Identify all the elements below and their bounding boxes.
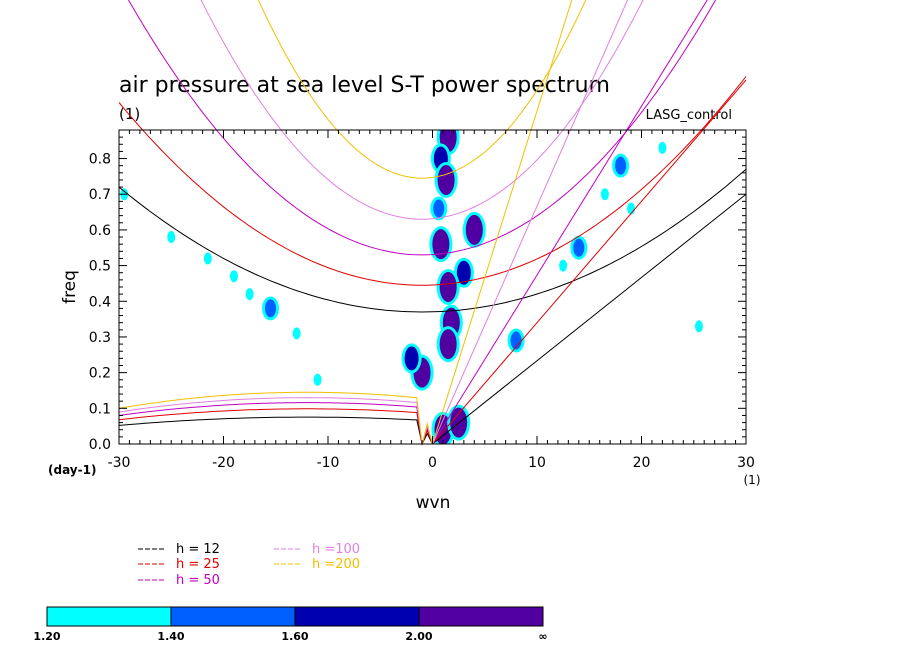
colorbar-label: 1.20 (33, 630, 60, 643)
colorbar-swatch (418, 606, 544, 627)
gravity-curve-h25 (118, 76, 747, 286)
colorbar-swatch (46, 606, 172, 627)
spectral-blob (600, 188, 609, 201)
colorbar-label: ∞ (538, 630, 547, 643)
spectral-blob (627, 202, 636, 215)
y-axis-title: freq (60, 270, 80, 304)
spectral-blob (694, 320, 703, 333)
kelvin-curve-h100 (432, 0, 629, 445)
chart-title: air pressure at sea level S-T power spec… (119, 73, 610, 98)
kelvin-curve-h25 (432, 79, 747, 445)
dispersion-curves (118, 0, 747, 446)
kelvin-curve-h50 (432, 0, 708, 445)
spectral-blob (573, 238, 585, 257)
gravity-curve-h100 (200, 0, 644, 220)
spectral-blob (245, 288, 254, 301)
x-axis-title: wvn (416, 493, 451, 513)
spectral-contours (120, 130, 703, 444)
spectral-blob (510, 331, 522, 350)
x-tick-label: -10 (317, 455, 340, 471)
y-unit-label: (day-1) (48, 463, 96, 477)
spectral-blob (313, 373, 322, 386)
legend-label: h =200 (312, 557, 360, 572)
spectral-blob (292, 327, 301, 340)
x-tick-label: 30 (737, 455, 755, 471)
spectral-blob (439, 272, 457, 302)
spectral-blob (229, 270, 238, 283)
y-tick-label: 0.5 (89, 259, 111, 275)
dispersion-curve-group (118, 0, 747, 446)
y-tick-label: 0.1 (89, 401, 111, 417)
spectral-blob (433, 199, 445, 218)
chart-subtitle: (1) (119, 105, 140, 123)
spectral-blob (615, 156, 627, 175)
spectral-blob (404, 346, 419, 371)
colorbar: 1.20 1.40 1.60 2.00 ∞ (33, 606, 548, 643)
y-tick-label: 0.6 (89, 223, 111, 239)
y-tick-label: 0.7 (89, 187, 111, 203)
y-tick-label: 0.3 (89, 330, 111, 346)
colorbar-swatch (170, 606, 296, 627)
rossby-curve-h25 (118, 408, 433, 446)
y-tick-label: 0.2 (89, 366, 111, 382)
colorbar-label: 2.00 (405, 630, 432, 643)
gravity-curve-h12 (118, 168, 747, 313)
y-tick-label: 0.4 (89, 294, 111, 310)
x-tick-label: 10 (528, 455, 546, 471)
y-axis-ticks: 0.0 0.1 0.2 0.3 0.4 0.5 0.6 0.7 0.8 (89, 136, 746, 453)
spectral-blob (559, 259, 568, 272)
gravity-curve-h200 (257, 0, 587, 179)
kelvin-curve-h12 (432, 193, 747, 445)
spectral-blob (203, 252, 212, 265)
spectral-blob (432, 229, 450, 260)
spectral-blob (465, 214, 483, 245)
spectral-blob (437, 164, 455, 195)
y-tick-label: 0.8 (89, 152, 111, 168)
gravity-curve-h50 (127, 0, 717, 256)
spectral-blob (439, 329, 457, 360)
y-tick-label: 0.0 (89, 437, 111, 453)
rossby-curve-h12 (118, 416, 433, 446)
colorbar-label: 1.60 (281, 630, 308, 643)
rossby-curve-h100 (118, 397, 433, 445)
x-axis-ticks: -30 -20 -10 0 10 20 30 (108, 130, 755, 471)
x-tick-label: 0 (428, 455, 437, 471)
rossby-curve-h50 (118, 402, 433, 445)
spectral-blob (456, 260, 471, 285)
x-tick-label: 20 (633, 455, 651, 471)
colorbar-swatch (294, 606, 420, 627)
spectral-blob (167, 231, 176, 244)
rossby-curve-h200 (118, 391, 433, 445)
colorbar-label: 1.40 (157, 630, 184, 643)
x-tick-label: -30 (108, 455, 131, 471)
kelvin-curve-h200 (432, 0, 573, 445)
legend-label: h = 25 (176, 557, 220, 572)
legend-label: h = 50 (176, 573, 220, 588)
spectral-blob (658, 141, 667, 154)
x-tick-label: -20 (212, 455, 235, 471)
spectral-blob (265, 299, 277, 318)
x-unit-label: (1) (744, 473, 761, 487)
legend-label: h = 12 (176, 542, 220, 557)
legend-label: h =100 (312, 542, 360, 557)
